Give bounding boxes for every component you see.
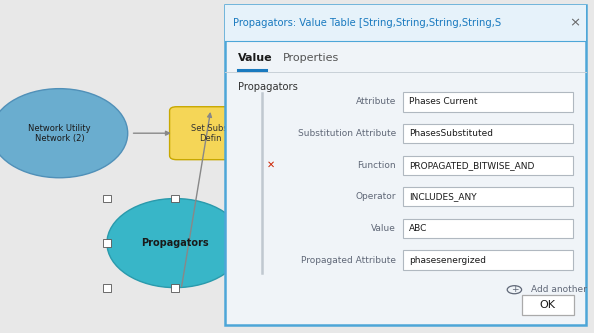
Text: Properties: Properties — [283, 53, 339, 63]
FancyBboxPatch shape — [225, 5, 586, 41]
FancyBboxPatch shape — [522, 295, 574, 315]
Text: Propagators: Value Table [String,String,String,String,S: Propagators: Value Table [String,String,… — [233, 18, 501, 28]
Ellipse shape — [107, 198, 244, 288]
Text: Value: Value — [371, 224, 396, 233]
Text: Propagators: Propagators — [238, 82, 298, 92]
Ellipse shape — [0, 89, 128, 178]
FancyBboxPatch shape — [403, 124, 573, 143]
FancyBboxPatch shape — [103, 195, 110, 202]
FancyBboxPatch shape — [225, 5, 586, 325]
Text: ✕: ✕ — [267, 160, 275, 170]
FancyBboxPatch shape — [103, 239, 110, 247]
Text: INCLUDES_ANY: INCLUDES_ANY — [409, 192, 476, 201]
Text: Phases Current: Phases Current — [409, 97, 477, 107]
Text: Substitution Attribute: Substitution Attribute — [298, 129, 396, 138]
Text: Attribute: Attribute — [356, 97, 396, 107]
Text: Propagated Attribute: Propagated Attribute — [301, 255, 396, 265]
Text: ×: × — [570, 16, 580, 30]
Text: Operator: Operator — [356, 192, 396, 201]
Text: Function: Function — [358, 161, 396, 170]
Text: +: + — [511, 285, 518, 294]
Text: phasesenergized: phasesenergized — [409, 255, 486, 265]
Text: PROPAGATED_BITWISE_AND: PROPAGATED_BITWISE_AND — [409, 161, 534, 170]
Text: Value: Value — [238, 53, 272, 63]
FancyBboxPatch shape — [403, 187, 573, 206]
Text: ABC: ABC — [409, 224, 427, 233]
Text: Propagators: Propagators — [141, 238, 209, 248]
FancyBboxPatch shape — [403, 156, 573, 175]
FancyBboxPatch shape — [403, 219, 573, 238]
Text: PhasesSubstituted: PhasesSubstituted — [409, 129, 492, 138]
FancyBboxPatch shape — [170, 107, 252, 160]
Text: Network Utility
Network (2): Network Utility Network (2) — [28, 124, 91, 143]
FancyBboxPatch shape — [403, 92, 573, 112]
FancyBboxPatch shape — [171, 284, 179, 291]
Text: Add another: Add another — [531, 285, 587, 294]
Text: OK: OK — [540, 300, 555, 310]
FancyBboxPatch shape — [103, 284, 110, 291]
Text: Set Subst
Defin: Set Subst Defin — [191, 124, 231, 143]
FancyBboxPatch shape — [171, 195, 179, 202]
FancyBboxPatch shape — [403, 250, 573, 270]
